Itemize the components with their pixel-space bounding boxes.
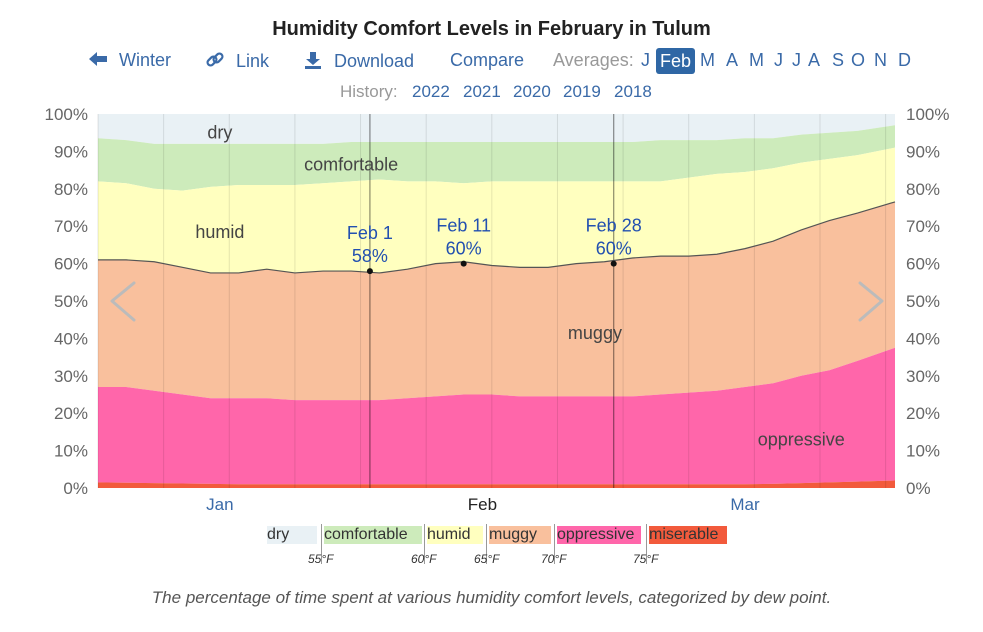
legend-separator [486,524,487,564]
y-tick-right: 30% [906,367,940,386]
month-5[interactable]: M [749,50,764,70]
chart-caption: The percentage of time spent at various … [151,588,832,607]
y-tick-right: 70% [906,217,940,236]
page-title: Humidity Comfort Levels in February in T… [272,18,711,40]
legend-separator [424,524,425,564]
link-label: Link [236,51,270,72]
y-tick-left: 20% [54,404,88,423]
x-tick-jan: Jan [206,495,233,514]
history-label: History: [340,82,398,101]
download-button[interactable]: Download [303,50,414,75]
legend-miserable: miserable [649,526,727,544]
legend-separator [321,524,322,564]
month-9[interactable]: S [832,50,845,70]
annotation-point [610,260,617,267]
legend-threshold: 70°F [541,552,567,566]
y-tick-left: 70% [54,217,88,236]
month-4[interactable]: A [726,50,739,70]
history-year-2020[interactable]: 2020 [513,82,551,101]
month-11[interactable]: N [874,50,887,70]
y-tick-right: 20% [906,404,940,423]
y-tick-right: 100% [906,105,949,124]
month-10[interactable]: O [851,50,866,70]
link-icon [205,50,225,75]
legend-threshold: 60°F [411,552,437,566]
y-tick-left: 100% [45,105,88,124]
winter-label: Winter [119,50,172,71]
legend-dry: dry [267,526,317,544]
y-tick-right: 80% [906,180,940,199]
month-7[interactable]: J [792,50,801,70]
month-2[interactable]: Feb [656,48,696,74]
area-oppressive [98,347,895,485]
legend-threshold: 65°F [474,552,500,566]
y-tick-right: 10% [906,442,940,461]
history-year-2022[interactable]: 2022 [412,82,450,101]
y-tick-right: 40% [906,329,940,348]
legend-separator [646,524,647,564]
x-tick-feb: Feb [468,495,497,514]
legend-muggy: muggy [489,526,551,544]
annotation-point [366,268,373,275]
region-label-humid: humid [195,222,244,242]
month-12[interactable]: D [898,50,911,70]
region-label-oppressive: oppressive [758,429,845,449]
annotation-value: 58% [352,246,388,266]
download-label: Download [334,51,415,72]
month-3[interactable]: M [700,50,715,70]
annotation-date: Feb 1 [347,223,393,243]
history-year-2021[interactable]: 2021 [463,82,501,101]
area-dry [98,114,895,144]
y-tick-left: 10% [54,442,88,461]
legend-humid: humid [427,526,483,544]
y-tick-left: 0% [63,479,88,498]
annotation-value: 60% [596,239,632,259]
legend-separator [554,524,555,564]
chevron-left-icon[interactable] [110,281,136,322]
area-muggy [98,201,895,401]
chevron-right-icon[interactable] [858,281,884,322]
arrow-left-icon [88,50,108,73]
y-tick-left: 30% [54,367,88,386]
month-1[interactable]: J [641,50,650,70]
y-tick-right: 60% [906,255,940,274]
legend-comfortable: comfortable [324,526,422,544]
winter-link[interactable]: Winter [88,50,171,73]
y-tick-right: 90% [906,142,940,161]
area-miserable [98,480,895,488]
region-label-muggy: muggy [568,323,622,343]
annotation-date: Feb 11 [436,216,491,236]
compare-link[interactable]: Compare [450,50,525,70]
legend-threshold: 55°F [308,552,334,566]
annotation-date: Feb 28 [586,216,642,236]
annotation-point [460,260,467,267]
muggy-boundary-line [98,201,896,274]
y-tick-left: 50% [54,292,88,311]
annotation-value: 60% [446,239,482,259]
toolbar: Winter Link Download Compare Averages: J… [0,48,983,76]
y-tick-left: 90% [54,142,88,161]
region-label-dry: dry [207,123,232,143]
history-year-2019[interactable]: 2019 [563,82,601,101]
y-tick-left: 80% [54,180,88,199]
averages-label: Averages: [553,50,634,70]
legend-oppressive: oppressive [557,526,641,544]
download-icon [303,50,323,75]
month-8[interactable]: A [808,50,821,70]
x-tick-mar: Mar [730,495,760,514]
y-tick-left: 60% [54,255,88,274]
area-humid [98,147,895,273]
y-tick-right: 0% [906,479,931,498]
region-label-comfortable: comfortable [304,154,398,174]
month-6[interactable]: J [774,50,783,70]
link-button[interactable]: Link [205,50,269,75]
area-comfortable [98,125,895,191]
y-tick-right: 50% [906,292,940,311]
y-tick-left: 40% [54,329,88,348]
legend-threshold: 75°F [633,552,659,566]
history-year-2018[interactable]: 2018 [614,82,652,101]
